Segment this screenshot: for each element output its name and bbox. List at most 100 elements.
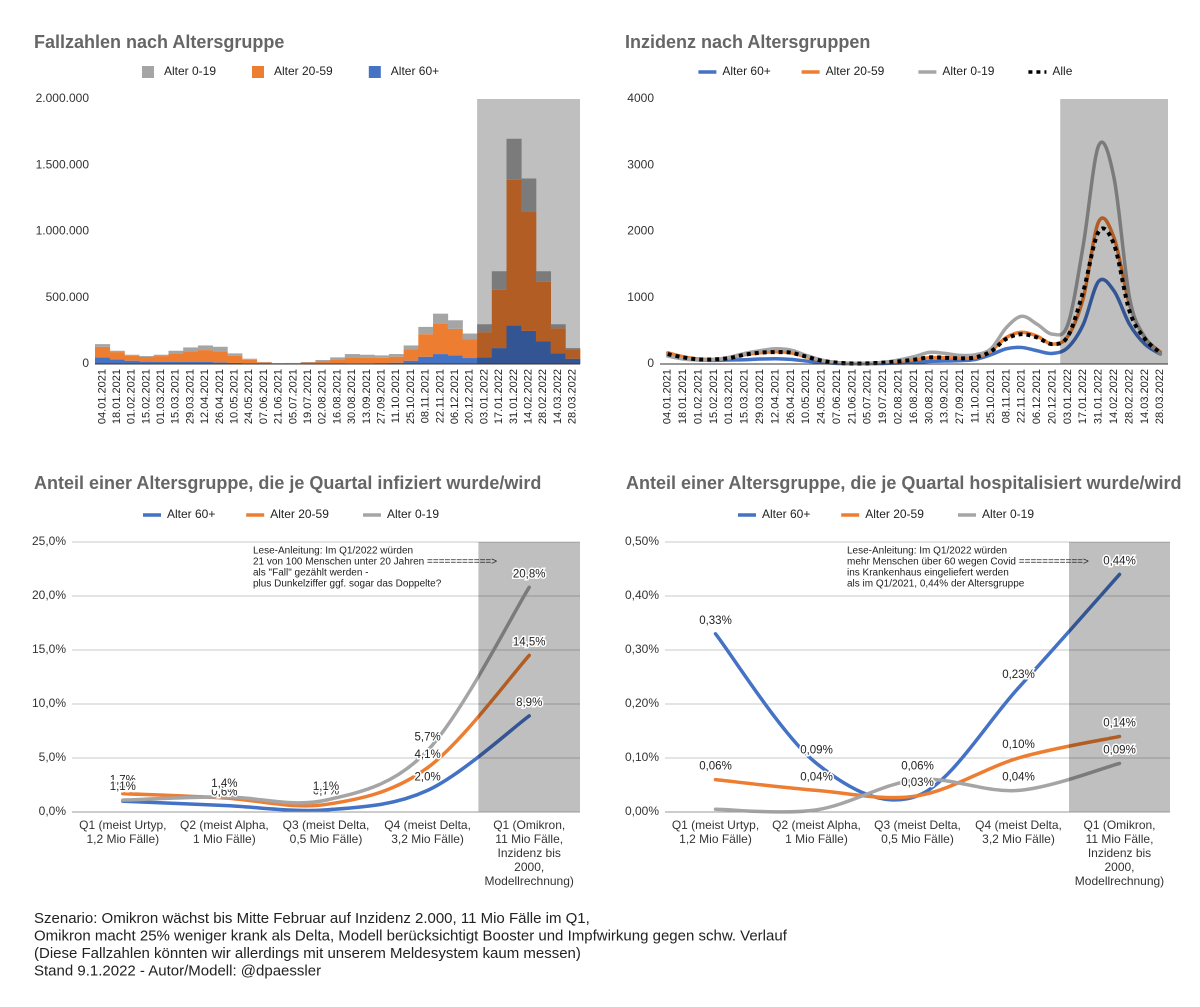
area-step	[403, 360, 419, 364]
annotation: plus Dunkelziffer ggf. sogar das Doppelt…	[253, 579, 442, 590]
x-tick-label: 03.01.2022	[1062, 369, 1074, 424]
x-tick-label: 22.11.2021	[1016, 369, 1028, 423]
x-tick-label: 10.05.2021	[229, 369, 241, 424]
x-tick-label: 25.10.2021	[985, 369, 997, 424]
y-tick-label: 20,0%	[32, 588, 66, 602]
area-step	[153, 356, 169, 363]
area-step	[330, 357, 346, 360]
x-tick-label: Inzidenz bis	[498, 846, 561, 860]
x-tick-label: 12.04.2021	[199, 369, 211, 424]
y-tick-label: 15,0%	[32, 642, 66, 656]
x-tick-label: 28.02.2022	[1123, 369, 1135, 424]
x-tick-label: 15.02.2021	[140, 369, 152, 424]
y-tick-label: 10,0%	[32, 696, 66, 710]
chart-panel: Fallzahlen nach Altersgruppe 0 500.000 1.00…	[34, 32, 581, 424]
x-tick-label: 3,2 Mio Fälle)	[391, 832, 464, 846]
y-tick-label: 0	[82, 356, 89, 370]
area-step	[227, 353, 243, 356]
x-tick-label: 1 Mio Fälle)	[785, 832, 848, 846]
x-tick-label: Q1 (Omikron,	[493, 818, 565, 832]
forecast-shade	[478, 542, 580, 812]
x-tick-label: 13.09.2021	[361, 369, 373, 424]
area-step	[153, 362, 169, 364]
x-tick-label: 24.05.2021	[816, 369, 828, 424]
area-step	[124, 360, 140, 364]
x-tick-label: 14.03.2022	[1139, 369, 1151, 424]
value-label: 0,6%	[211, 787, 237, 799]
x-tick-label: 29.03.2021	[184, 369, 196, 424]
chart-title: Anteil einer Altersgruppe, die je Quarta…	[626, 473, 1181, 493]
y-tick-label: 2.000.000	[36, 91, 90, 105]
value-label: 14,5%	[513, 636, 546, 648]
y-tick-label: 2000	[627, 224, 654, 238]
area-step	[197, 350, 213, 363]
x-tick-label: 30.08.2021	[923, 369, 935, 424]
legend-label: Alter 0-19	[942, 64, 994, 78]
x-tick-label: 15.03.2021	[170, 369, 182, 424]
x-tick-label: 05.07.2021	[287, 369, 299, 424]
x-tick-label: 03.01.2022	[478, 369, 490, 424]
area-step	[95, 357, 111, 364]
footer-line: Stand 9.1.2022 - Autor/Modell: @dpaessle…	[34, 962, 321, 979]
area-step	[183, 362, 199, 364]
area-step	[433, 323, 449, 355]
x-tick-label: 0,5 Mio Fälle)	[881, 832, 954, 846]
footer-line: Omikron macht 25% weniger krank als Delt…	[34, 927, 788, 944]
area-step	[491, 271, 507, 290]
x-tick-label: 18.01.2021	[677, 369, 689, 424]
x-tick-label: Q1 (meist Urtyp,	[79, 818, 166, 832]
x-tick-label: 2000,	[514, 860, 544, 874]
x-tick-label: 20.12.2021	[1046, 369, 1058, 424]
x-tick-label: 17.01.2022	[1077, 369, 1089, 424]
area-step	[433, 354, 449, 364]
value-label: 0,06%	[699, 761, 732, 773]
value-label: 0,04%	[800, 771, 833, 783]
area-step	[212, 362, 228, 364]
x-tick-label: 04.01.2021	[662, 369, 674, 424]
x-tick-label: 07.06.2021	[831, 369, 843, 424]
x-tick-label: 3,2 Mio Fälle)	[982, 832, 1055, 846]
x-tick-label: 02.08.2021	[893, 369, 905, 424]
x-tick-label: Q1 (meist Urtyp,	[672, 818, 759, 832]
area-step	[197, 362, 213, 364]
x-tick-label: 21.06.2021	[273, 369, 285, 424]
area-step	[535, 341, 552, 364]
x-tick-label: Modellrechnung)	[1075, 874, 1164, 888]
area-step	[109, 352, 125, 360]
area-step	[521, 330, 537, 364]
legend-label: Alle	[1052, 64, 1072, 78]
area-step	[462, 358, 478, 364]
plot-marks	[95, 138, 581, 364]
area-step	[433, 313, 449, 324]
x-tick-label: 14.02.2022	[522, 369, 534, 424]
y-tick-label: 0	[647, 356, 654, 370]
area-step	[388, 354, 405, 357]
area-step	[403, 349, 419, 361]
value-label: 1,0%	[110, 782, 136, 794]
area-step	[477, 324, 493, 333]
x-tick-label: 27.09.2021	[954, 369, 966, 424]
x-tick-label: 18.01.2021	[111, 369, 123, 424]
chart-title: Inzidenz nach Altersgruppen	[625, 32, 870, 52]
area-step	[95, 344, 111, 347]
y-tick-label: 0,40%	[625, 588, 659, 602]
annotation: mehr Menschen über 60 wegen Covid ======…	[847, 557, 1089, 568]
area-step	[565, 349, 581, 359]
legend-label: Alter 20-59	[270, 507, 329, 521]
x-tick-label: 31.01.2022	[508, 369, 520, 424]
annotation: Lese-Anleitung: Im Q1/2022 würden	[847, 546, 1007, 557]
y-tick-label: 0,20%	[625, 696, 659, 710]
area-step	[168, 350, 184, 354]
x-tick-label: 0,5 Mio Fälle)	[290, 832, 363, 846]
area-step	[506, 138, 522, 180]
y-tick-label: 500.000	[46, 290, 90, 304]
x-tick-label: 1 Mio Fälle)	[193, 832, 256, 846]
x-tick-label: 26.04.2021	[785, 369, 797, 424]
x-tick-label: Q2 (meist Alpha,	[772, 818, 861, 832]
area-step	[388, 356, 405, 363]
area-step	[124, 354, 140, 356]
area-step	[256, 362, 272, 364]
x-tick-label: 11.10.2021	[390, 369, 402, 423]
x-tick-label: 1,2 Mio Fälle)	[679, 832, 752, 846]
